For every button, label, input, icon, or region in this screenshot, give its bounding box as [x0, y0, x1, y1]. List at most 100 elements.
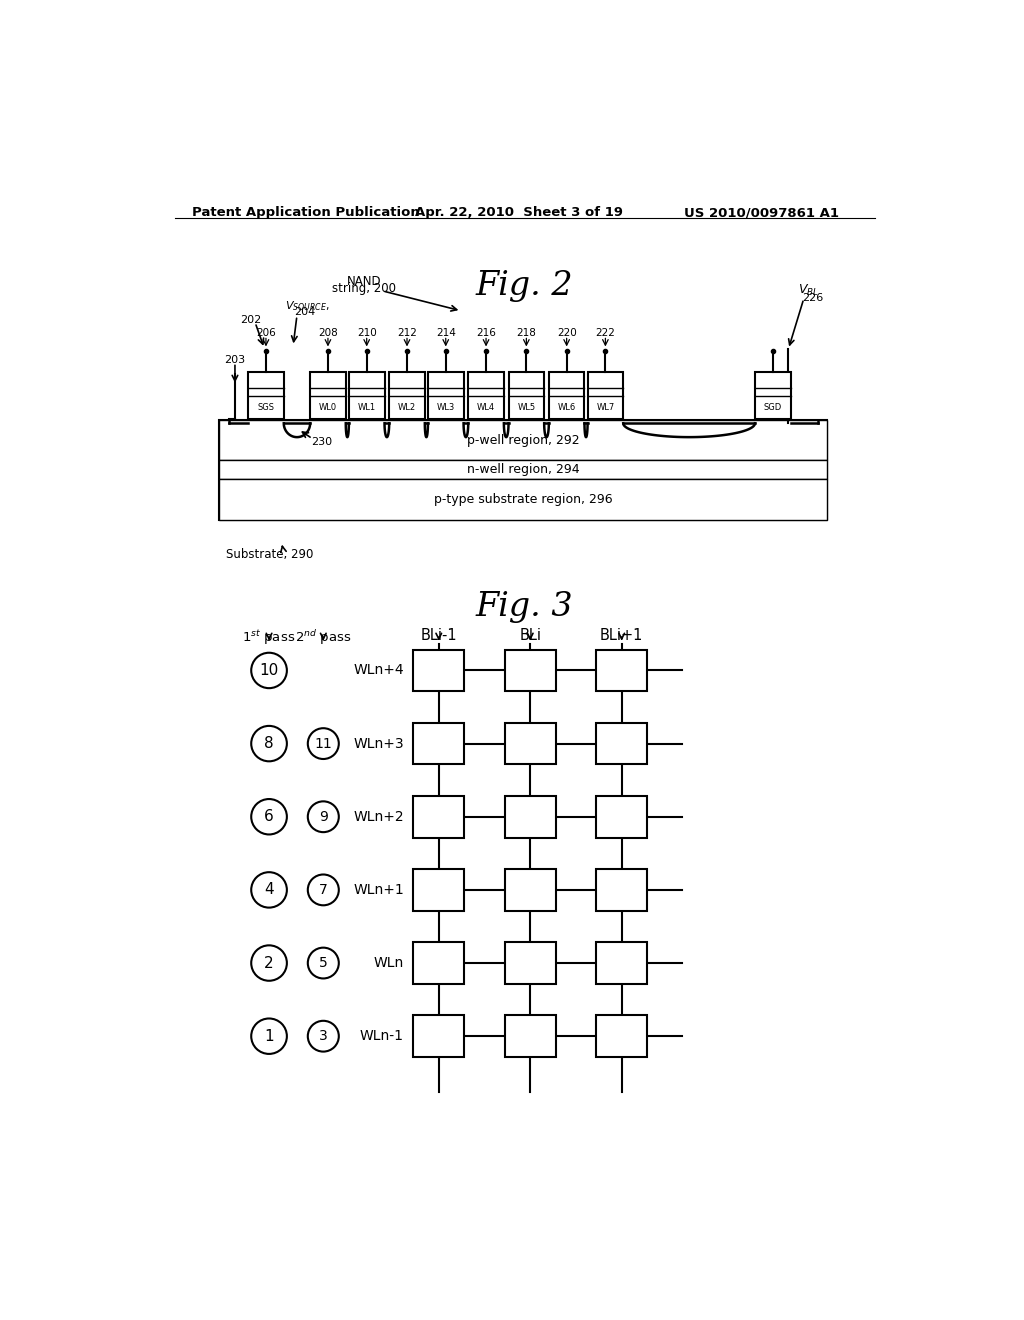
Bar: [310, 372, 346, 418]
Text: WLn: WLn: [374, 956, 403, 970]
Bar: [414, 869, 464, 911]
Circle shape: [251, 799, 287, 834]
Text: 214: 214: [436, 327, 456, 338]
Bar: [588, 372, 624, 418]
Text: WLn+1: WLn+1: [353, 883, 403, 896]
Text: 218: 218: [516, 327, 537, 338]
Text: 9: 9: [318, 809, 328, 824]
Bar: [505, 1015, 556, 1057]
Circle shape: [308, 948, 339, 978]
Text: WL6: WL6: [557, 403, 575, 412]
Bar: [505, 869, 556, 911]
Circle shape: [308, 801, 339, 832]
Text: 2: 2: [264, 956, 273, 970]
Text: WLn+2: WLn+2: [353, 809, 403, 824]
Bar: [596, 869, 647, 911]
Text: 220: 220: [557, 327, 577, 338]
Text: 208: 208: [318, 327, 338, 338]
Circle shape: [251, 1019, 287, 1053]
Bar: [248, 372, 284, 418]
Bar: [414, 723, 464, 764]
Bar: [219, 420, 827, 461]
Text: 204: 204: [294, 308, 315, 317]
Text: 1: 1: [264, 1028, 273, 1044]
Bar: [414, 942, 464, 983]
Circle shape: [251, 945, 287, 981]
Text: 203: 203: [224, 355, 246, 364]
Text: WL7: WL7: [596, 403, 614, 412]
Text: 226: 226: [802, 293, 823, 304]
Text: Apr. 22, 2010  Sheet 3 of 19: Apr. 22, 2010 Sheet 3 of 19: [415, 206, 623, 219]
Bar: [505, 796, 556, 838]
Text: 202: 202: [240, 315, 261, 326]
Text: WLn-1: WLn-1: [359, 1030, 403, 1043]
Text: WLn+4: WLn+4: [353, 664, 403, 677]
Text: SGD: SGD: [764, 403, 782, 412]
Text: 206: 206: [256, 327, 275, 338]
Bar: [219, 420, 827, 520]
Circle shape: [251, 873, 287, 908]
Bar: [219, 479, 827, 520]
Text: WL0: WL0: [318, 403, 337, 412]
Bar: [389, 372, 425, 418]
Text: WL1: WL1: [357, 403, 376, 412]
Text: 7: 7: [318, 883, 328, 896]
Text: WL3: WL3: [436, 403, 455, 412]
Bar: [414, 649, 464, 692]
Text: WL5: WL5: [517, 403, 536, 412]
Text: Fig. 3: Fig. 3: [476, 591, 573, 623]
Text: 11: 11: [314, 737, 332, 751]
Text: 10: 10: [259, 663, 279, 678]
Bar: [596, 649, 647, 692]
Text: WL4: WL4: [477, 403, 496, 412]
Text: BLi-1: BLi-1: [421, 628, 457, 643]
Bar: [428, 372, 464, 418]
Bar: [509, 372, 544, 418]
Bar: [414, 1015, 464, 1057]
Text: $\mathit{V}_{BL}$: $\mathit{V}_{BL}$: [799, 284, 819, 298]
Bar: [755, 372, 791, 418]
Bar: [349, 372, 385, 418]
Bar: [414, 796, 464, 838]
Text: BLi+1: BLi+1: [600, 628, 643, 643]
Bar: [505, 723, 556, 764]
Text: 1$^{st}$ pass: 1$^{st}$ pass: [243, 628, 296, 647]
Text: p-well region, 292: p-well region, 292: [467, 434, 580, 446]
Text: p-type substrate region, 296: p-type substrate region, 296: [434, 492, 612, 506]
Circle shape: [308, 729, 339, 759]
Text: n-well region, 294: n-well region, 294: [467, 463, 580, 477]
Bar: [219, 461, 827, 479]
Text: 5: 5: [318, 956, 328, 970]
Text: 210: 210: [356, 327, 377, 338]
Bar: [596, 1015, 647, 1057]
Text: 216: 216: [476, 327, 496, 338]
Text: 6: 6: [264, 809, 274, 824]
Text: Fig. 2: Fig. 2: [476, 271, 573, 302]
Text: Patent Application Publication: Patent Application Publication: [191, 206, 419, 219]
Circle shape: [251, 726, 287, 762]
Text: 212: 212: [397, 327, 417, 338]
Circle shape: [308, 875, 339, 906]
Circle shape: [251, 653, 287, 688]
Bar: [505, 942, 556, 983]
Text: 8: 8: [264, 737, 273, 751]
Bar: [468, 372, 504, 418]
Text: US 2010/0097861 A1: US 2010/0097861 A1: [684, 206, 840, 219]
Bar: [596, 723, 647, 764]
Bar: [596, 942, 647, 983]
Bar: [549, 372, 585, 418]
Text: WLn+3: WLn+3: [353, 737, 403, 751]
Text: 3: 3: [318, 1030, 328, 1043]
Text: 4: 4: [264, 882, 273, 898]
Circle shape: [308, 1020, 339, 1052]
Bar: [596, 796, 647, 838]
Text: string, 200: string, 200: [333, 282, 396, 296]
Bar: [505, 649, 556, 692]
Text: 230: 230: [311, 437, 332, 447]
Text: SGS: SGS: [257, 403, 274, 412]
Text: 2$^{nd}$ pass: 2$^{nd}$ pass: [295, 628, 351, 647]
Text: $\mathit{V}_{SOURCE}$,: $\mathit{V}_{SOURCE}$,: [286, 300, 330, 313]
Text: 222: 222: [596, 327, 615, 338]
Text: BLi: BLi: [519, 628, 542, 643]
Text: Substrate, 290: Substrate, 290: [225, 548, 313, 561]
